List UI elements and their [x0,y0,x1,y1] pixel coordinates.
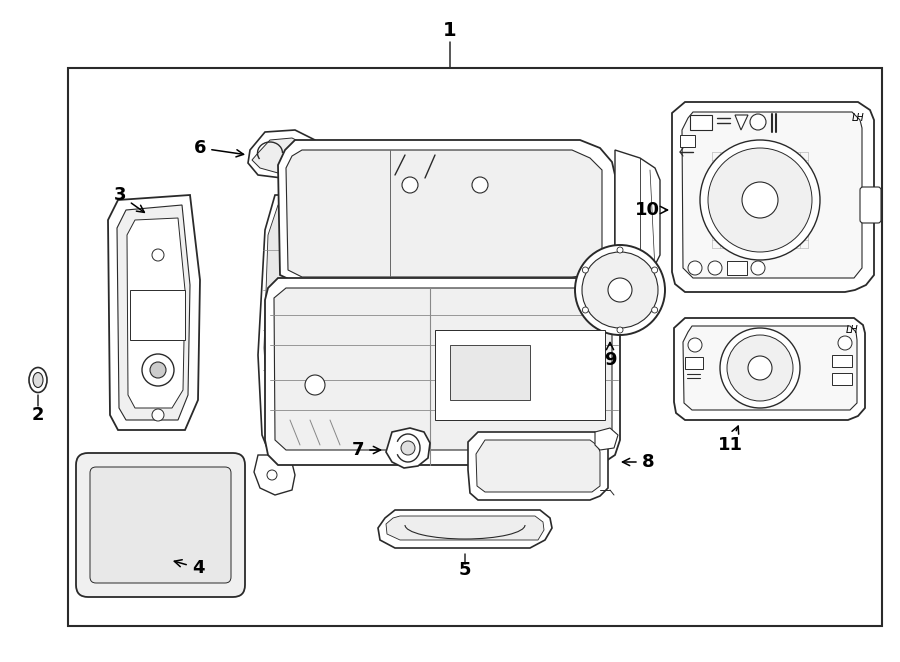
Polygon shape [127,218,185,408]
Text: 9: 9 [604,342,617,369]
Polygon shape [252,138,310,173]
Bar [832,373,852,385]
FancyBboxPatch shape [860,187,881,223]
Text: 1: 1 [443,21,457,40]
Text: 11: 11 [717,426,742,454]
Polygon shape [248,130,318,178]
Circle shape [582,252,658,328]
Text: 6: 6 [194,139,244,157]
Bar [832,355,852,367]
Circle shape [472,177,488,193]
Circle shape [751,261,765,275]
Polygon shape [278,140,615,282]
Polygon shape [108,195,200,430]
Polygon shape [386,516,544,540]
Circle shape [750,114,766,130]
Bar [435,330,605,420]
Polygon shape [117,205,190,420]
Text: LH: LH [846,325,859,335]
Bar [680,135,695,147]
Circle shape [748,356,772,380]
Circle shape [720,328,800,408]
Bar [130,290,185,340]
Bar [690,115,712,130]
Circle shape [652,307,658,313]
Circle shape [652,267,658,273]
Circle shape [617,247,623,253]
Circle shape [152,249,164,261]
Circle shape [688,261,702,275]
Polygon shape [286,150,602,277]
Text: 10: 10 [634,201,668,219]
Circle shape [305,375,325,395]
Circle shape [402,177,418,193]
Bar [685,357,703,369]
Polygon shape [265,278,620,465]
Circle shape [150,362,166,378]
Polygon shape [682,112,862,278]
Circle shape [575,245,665,335]
Polygon shape [264,205,300,440]
Polygon shape [378,510,552,548]
Text: 7: 7 [352,441,381,459]
Text: LH: LH [851,113,864,123]
Text: 5: 5 [459,561,472,579]
Bar [68,68,882,626]
Text: 8: 8 [623,453,654,471]
Circle shape [688,338,702,352]
Circle shape [608,278,632,302]
Polygon shape [386,428,430,468]
Bar [450,345,530,400]
Polygon shape [735,115,748,130]
Circle shape [142,354,174,386]
Bar [727,261,747,275]
Circle shape [617,327,623,333]
Circle shape [582,267,589,273]
Polygon shape [595,428,618,450]
Circle shape [727,335,793,401]
Circle shape [742,182,778,218]
FancyBboxPatch shape [76,453,245,597]
Text: 3: 3 [113,186,144,213]
Ellipse shape [33,373,43,387]
Circle shape [582,307,589,313]
Polygon shape [683,326,857,410]
Polygon shape [672,102,874,292]
Polygon shape [254,455,295,495]
Text: 2: 2 [32,406,44,424]
Circle shape [401,441,415,455]
Circle shape [708,148,812,252]
Polygon shape [258,195,305,455]
Ellipse shape [29,367,47,393]
Circle shape [708,261,722,275]
Polygon shape [274,288,612,450]
Polygon shape [615,150,660,278]
Polygon shape [674,318,865,420]
Circle shape [700,140,820,260]
Polygon shape [476,440,600,492]
Circle shape [838,336,852,350]
Polygon shape [468,432,608,500]
Text: 4: 4 [175,559,204,577]
FancyBboxPatch shape [90,467,231,583]
Circle shape [267,470,277,480]
Circle shape [152,409,164,421]
